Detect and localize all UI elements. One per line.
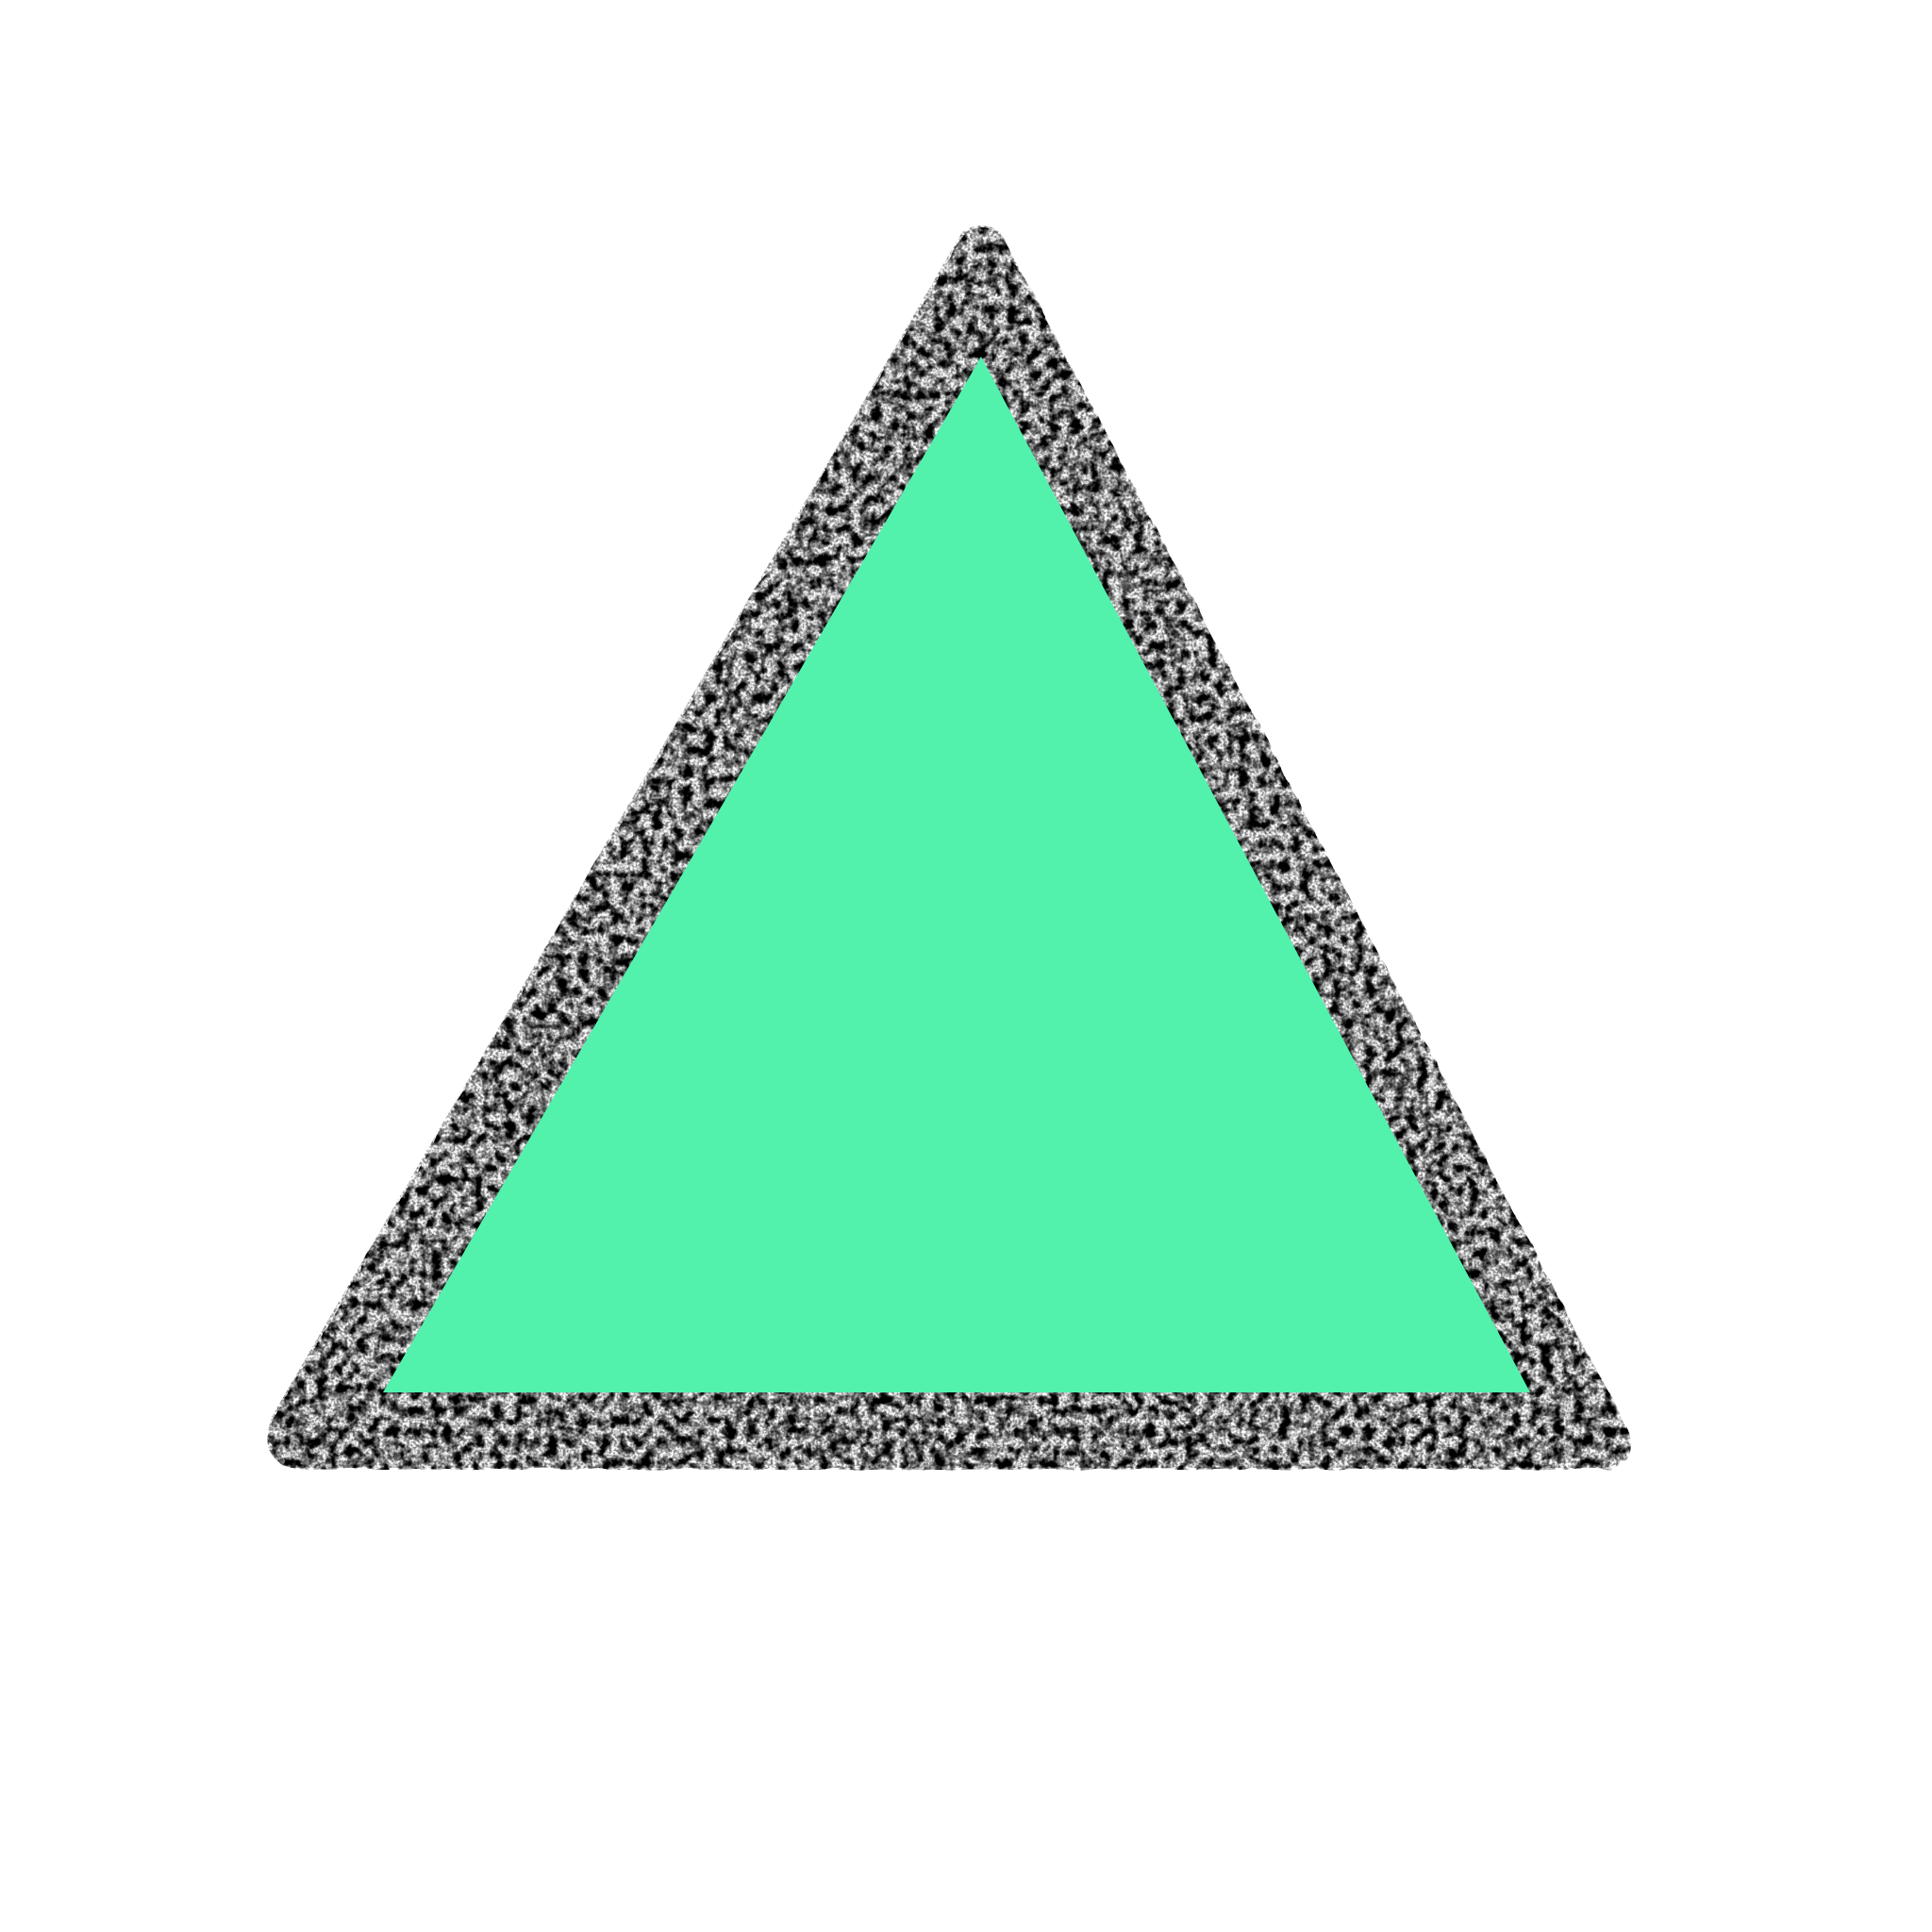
triangle-icon (267, 225, 1629, 1468)
triangle-fill (383, 357, 1530, 1392)
